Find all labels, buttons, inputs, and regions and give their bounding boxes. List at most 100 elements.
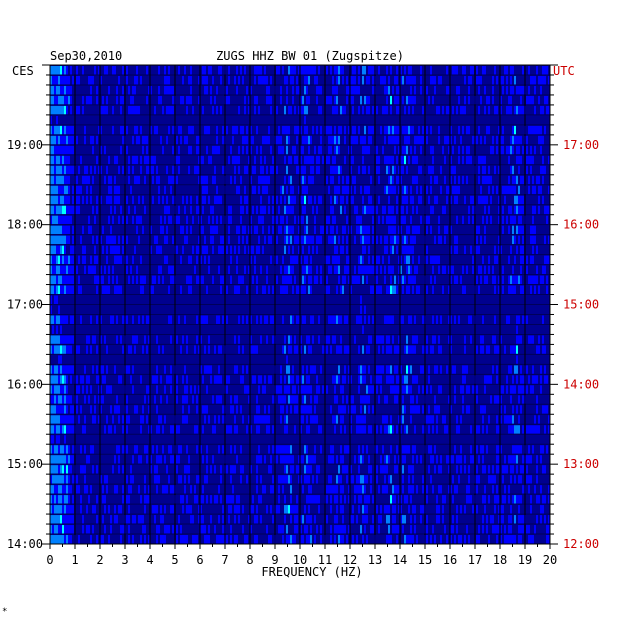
heatmap-cell (454, 66, 456, 75)
heatmap-cell (334, 135, 336, 145)
heatmap-cell (196, 445, 198, 454)
heatmap-cell (290, 405, 292, 414)
heatmap-cell (454, 235, 456, 245)
heatmap-cell (88, 375, 90, 384)
heatmap-cell (190, 195, 192, 205)
heatmap-cell (464, 465, 466, 474)
heatmap-cell (190, 95, 192, 105)
heatmap-cell (186, 135, 188, 145)
heatmap-cell (66, 385, 68, 394)
heatmap-cell (204, 415, 206, 424)
heatmap-cell (428, 95, 430, 105)
heatmap-cell (256, 475, 258, 484)
heatmap-cell (396, 525, 398, 534)
heatmap-cell (60, 125, 62, 135)
heatmap-cell (346, 345, 348, 354)
heatmap-cell (122, 525, 124, 534)
heatmap-cell (216, 375, 218, 384)
heatmap-cell (364, 235, 366, 245)
heatmap-cell (262, 485, 264, 494)
heatmap-cell (228, 375, 230, 384)
heatmap-cell (310, 495, 312, 504)
heatmap-cell (326, 385, 328, 394)
heatmap-cell (110, 175, 112, 185)
heatmap-cell (426, 85, 428, 95)
heatmap-cell (286, 185, 288, 195)
heatmap-cell (396, 75, 398, 85)
heatmap-cell (114, 515, 116, 524)
heatmap-cell (170, 505, 172, 514)
heatmap-cell (538, 185, 540, 195)
heatmap-cell (526, 255, 528, 265)
heatmap-cell (200, 445, 202, 454)
heatmap-cell (462, 385, 464, 394)
heatmap-cell (86, 505, 88, 514)
heatmap-cell (330, 505, 332, 514)
heatmap-cell (276, 255, 278, 265)
heatmap-cell (72, 505, 74, 514)
heatmap-cell (230, 505, 232, 514)
heatmap-cell (400, 265, 402, 275)
heatmap-cell (402, 455, 404, 464)
heatmap-cell (440, 385, 442, 394)
heatmap-cell (120, 525, 122, 534)
heatmap-cell (464, 455, 466, 464)
heatmap-cell (88, 175, 90, 185)
heatmap-cell (218, 515, 220, 524)
heatmap-cell (390, 415, 392, 424)
heatmap-cell (362, 66, 364, 75)
heatmap-cell (390, 66, 392, 75)
heatmap-cell (132, 135, 134, 145)
heatmap-cell (282, 485, 284, 494)
heatmap-cell (508, 225, 510, 235)
heatmap-cell (458, 455, 460, 464)
heatmap-cell (172, 505, 174, 514)
heatmap-cell (52, 205, 54, 215)
heatmap-cell (532, 375, 534, 384)
heatmap-cell (262, 215, 264, 225)
left-time-label: 18:00 (7, 218, 43, 232)
heatmap-cell (282, 66, 284, 75)
heatmap-cell (462, 105, 464, 115)
heatmap-cell (200, 155, 202, 165)
heatmap-cell (358, 165, 360, 175)
heatmap-cell (488, 95, 490, 105)
heatmap-cell (304, 195, 306, 205)
heatmap-cell (436, 425, 438, 434)
heatmap-cell (330, 495, 332, 504)
heatmap-cell (418, 125, 420, 135)
heatmap-cell (480, 405, 482, 414)
heatmap-cell (368, 105, 370, 115)
heatmap-cell (454, 445, 456, 454)
heatmap-cell (256, 405, 258, 414)
heatmap-cell (186, 465, 188, 474)
heatmap-cell (538, 205, 540, 215)
heatmap-cell (156, 455, 158, 464)
heatmap-cell (56, 325, 58, 334)
heatmap-cell (220, 535, 222, 544)
heatmap-cell (72, 145, 74, 155)
heatmap-cell (58, 165, 60, 175)
heatmap-cell (394, 225, 396, 235)
heatmap-cell (286, 265, 288, 275)
heatmap-cell (502, 185, 504, 195)
heatmap-cell (300, 255, 302, 265)
spectrogram-row (50, 405, 548, 414)
heatmap-cell (370, 265, 372, 275)
heatmap-cell (56, 485, 58, 494)
heatmap-cell (350, 85, 352, 95)
heatmap-cell (140, 285, 142, 295)
heatmap-cell (488, 415, 490, 424)
heatmap-cell (426, 495, 428, 504)
heatmap-cell (126, 415, 128, 424)
heatmap-cell (392, 215, 394, 225)
heatmap-cell (60, 185, 62, 195)
heatmap-cell (334, 395, 336, 404)
heatmap-cell (198, 385, 200, 394)
heatmap-cell (380, 125, 382, 135)
heatmap-cell (92, 365, 94, 374)
heatmap-cell (186, 385, 188, 394)
heatmap-cell (136, 155, 138, 165)
heatmap-cell (300, 525, 302, 534)
heatmap-cell (412, 225, 414, 235)
